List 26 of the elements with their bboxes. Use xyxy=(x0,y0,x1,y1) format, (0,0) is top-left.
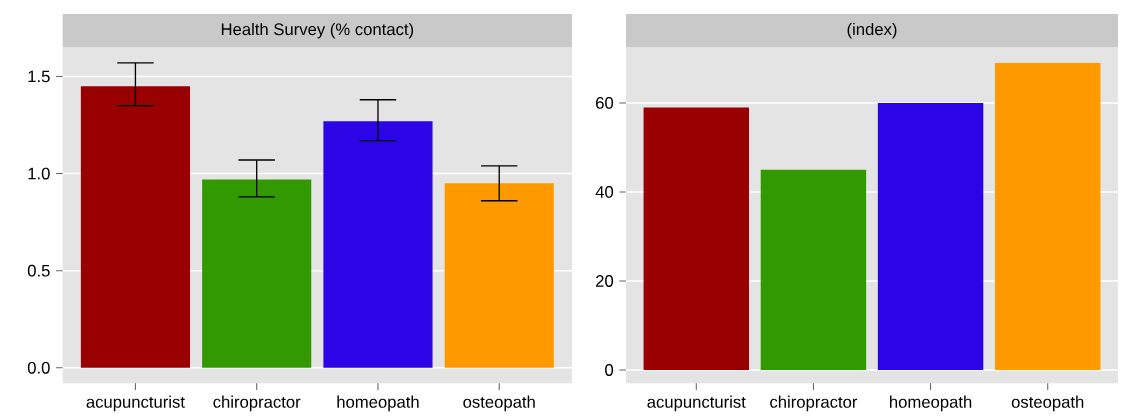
bar xyxy=(202,179,312,368)
x-tick-label: acupuncturist xyxy=(647,395,746,412)
y-tick-label: 1.0 xyxy=(28,167,50,180)
y-tick-label: 0.0 xyxy=(27,361,50,374)
bar xyxy=(877,102,984,370)
y-tick-label: 1.5 xyxy=(28,70,50,83)
y-tick-label: 0.5 xyxy=(27,264,50,277)
x-tick-label: homeopath xyxy=(337,395,419,412)
bar xyxy=(995,62,1101,370)
y-tick-label: 20 xyxy=(596,275,614,287)
bar xyxy=(760,169,867,370)
x-tick-label: osteopath xyxy=(1011,395,1084,412)
chart-title: (index) xyxy=(847,22,897,39)
y-tick-label: 0 xyxy=(605,364,614,376)
y-tick-label: 40 xyxy=(595,186,614,198)
y-tick-label: 60 xyxy=(596,97,614,109)
bar xyxy=(323,121,433,368)
x-tick-label: acupuncturist xyxy=(86,395,185,412)
chart-title: Health Survey (% contact) xyxy=(221,22,414,39)
x-tick-label: chiropractor xyxy=(213,395,301,412)
x-tick-label: homeopath xyxy=(890,395,972,412)
x-tick-label: chiropractor xyxy=(770,395,858,412)
bar xyxy=(444,183,554,368)
bar xyxy=(80,86,190,368)
bar xyxy=(643,107,750,370)
x-tick-label: osteopath xyxy=(463,395,535,412)
